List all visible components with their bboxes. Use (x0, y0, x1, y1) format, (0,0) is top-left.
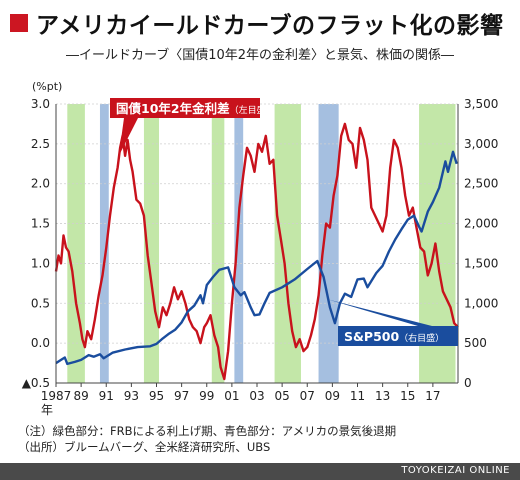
spread-series-label-box (110, 98, 260, 118)
right-tick-label: 2,000 (464, 217, 498, 231)
chart-subtitle: ―イールドカーブ〈国債10年2年の金利差〉と景気、株価の関係― (65, 48, 455, 63)
right-tick-label: 2,500 (464, 177, 498, 191)
brand-label: TOYOKEIZAI ONLINE (401, 465, 510, 476)
spread-series-label-text: 国債10年2年金利差（左目盛） (116, 101, 275, 116)
left-tick-label: 0.0 (31, 336, 50, 350)
left-tick-label: 2.5 (31, 137, 50, 151)
recession-band (99, 104, 109, 383)
left-tick-label: 2.0 (31, 177, 50, 191)
x-tick-label: 15 (400, 389, 415, 403)
sp500-series-label-pointer (327, 299, 432, 326)
rate-hike-band (211, 104, 225, 383)
rate-hike-band (274, 104, 301, 383)
left-tick-label: 1.5 (31, 217, 50, 231)
sp500-series-label-name: S&P500 (344, 329, 399, 344)
right-tick-label: 3,500 (464, 97, 498, 111)
left-axis-unit: (%pt) (32, 80, 62, 93)
sp500-series-label-axis-note: （右目盛） (399, 332, 444, 344)
sp500-series-label: S&P500（右目盛） (327, 299, 458, 346)
rate-hike-band (67, 104, 85, 383)
x-tick-label: 93 (124, 389, 139, 403)
recession-band (234, 104, 244, 383)
line-chart: (%pt) 3.0 2.5 2.0 1.5 1.0 0.5 0.0 ▲0.5 3,500 3,000… (22, 80, 499, 417)
note-line-2: （出所）ブルームバーグ、全米経済研究所、UBS (18, 440, 271, 454)
x-tick-label: 95 (149, 389, 164, 403)
x-tick-label: 89 (73, 389, 88, 403)
footer-bar: TOYOKEIZAI ONLINE (0, 463, 520, 480)
x-tick-label: 97 (174, 389, 189, 403)
spread-series-label-pointer (118, 118, 138, 156)
sp500-series-label-box (338, 326, 458, 346)
title-square-icon (10, 14, 28, 32)
x-tick-label: 99 (199, 389, 214, 403)
x-tick-label: 01 (224, 389, 239, 403)
right-tick-label: 500 (464, 336, 487, 350)
yield-spread-line (54, 122, 459, 381)
x-tick-label: 07 (300, 389, 315, 403)
recession-band (318, 104, 339, 383)
x-axis-year-suffix: 年 (41, 403, 53, 417)
x-tick-label: 11 (350, 389, 365, 403)
note-line-1: （注）緑色部分：FRBによる利上げ期、青色部分：アメリカの景気後退期 (18, 424, 397, 438)
title-row: アメリカイールドカーブのフラット化の影響 (10, 8, 504, 39)
x-tick-label: 13 (375, 389, 390, 403)
sp500-line (55, 150, 458, 366)
spread-series-label-name: 国債10年2年金利差 (116, 101, 230, 116)
spread-series-label: 国債10年2年金利差（左目盛） (110, 98, 275, 156)
x-tick-label: 05 (274, 389, 289, 403)
x-tick-label: 09 (325, 389, 340, 403)
left-tick-label: ▲0.5 (22, 376, 50, 390)
right-tick-label: 1,500 (464, 256, 498, 270)
spread-series-label-axis-note: （左目盛） (230, 104, 275, 116)
sp500-series-label-text: S&P500（右目盛） (344, 329, 444, 344)
chart-notes: （注）緑色部分：FRBによる利上げ期、青色部分：アメリカの景気後退期 （出所）ブ… (18, 423, 396, 455)
x-tick-label: 1987 (41, 389, 72, 403)
x-tick-label: 91 (99, 389, 114, 403)
left-tick-label: 0.5 (31, 296, 50, 310)
x-tick-label: 03 (249, 389, 264, 403)
right-tick-label: 3,000 (464, 137, 498, 151)
chart-title: アメリカイールドカーブのフラット化の影響 (36, 13, 504, 39)
left-tick-label: 3.0 (31, 97, 50, 111)
right-tick-label: 0 (464, 376, 472, 390)
right-tick-label: 1,000 (464, 296, 498, 310)
x-tick-label: 17 (425, 389, 440, 403)
left-tick-label: 1.0 (31, 256, 50, 270)
